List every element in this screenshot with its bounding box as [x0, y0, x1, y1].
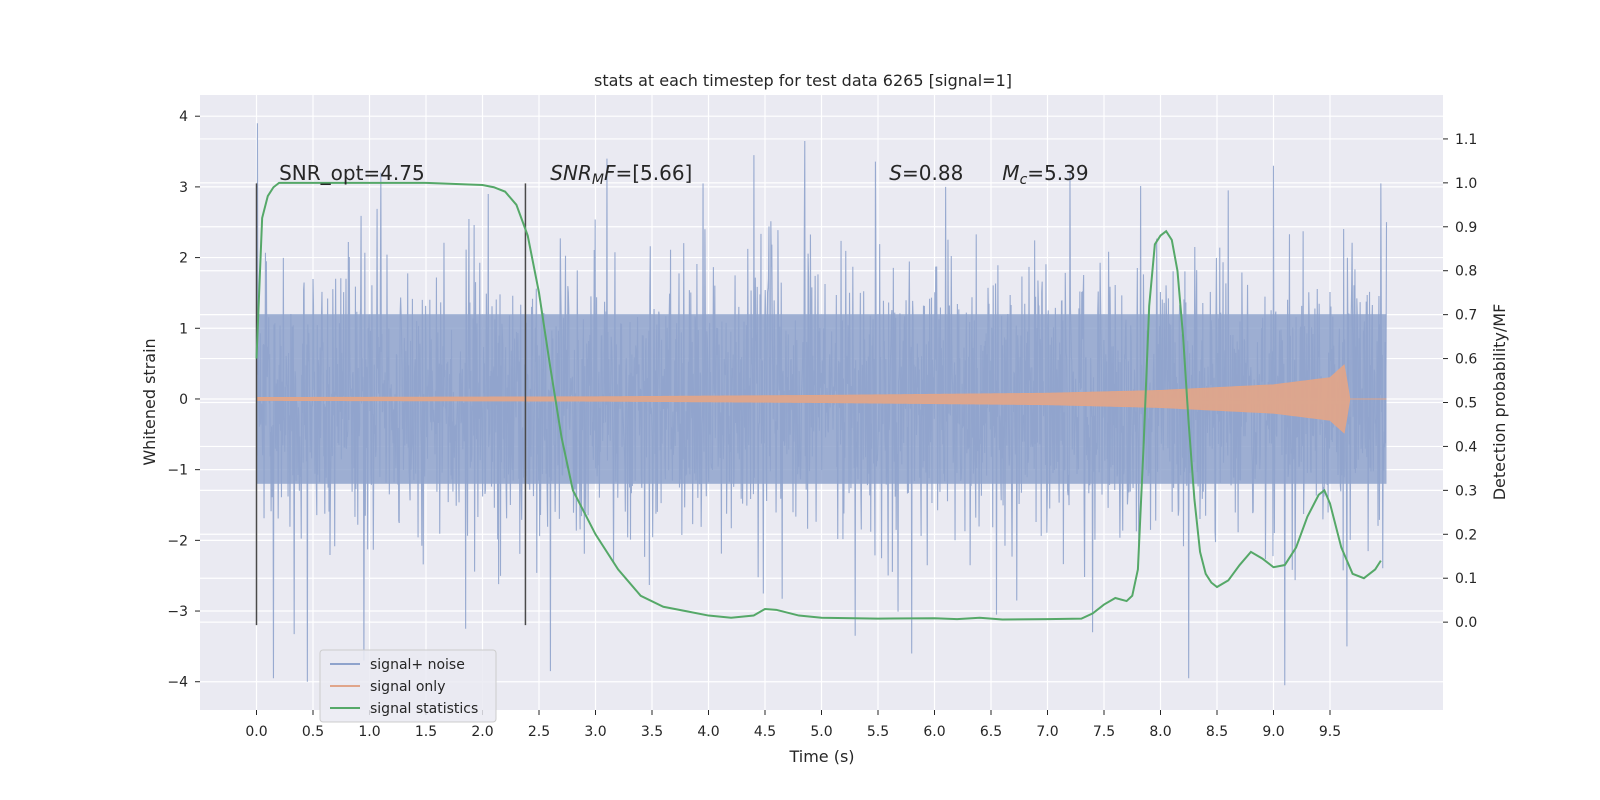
x-tick-label-4: 2.0: [471, 724, 493, 740]
x-tick-label-7: 3.5: [641, 724, 663, 740]
x-tick-label-8: 4.0: [697, 724, 719, 740]
signal-only-envelope: [256, 364, 1387, 434]
x-axis-ticks: 0.0 0.5 1.0 1.5 2.0 2.5 3.0 3.5 4.0 4.5 5.0 5.5 6.0 6…: [245, 710, 1341, 740]
y2-tick-label-9: 0.2: [1455, 527, 1477, 543]
signal-only-series: [256, 364, 1387, 434]
signal-statistics-line: [255, 181, 1382, 621]
y2-tick-label-6: 0.5: [1455, 396, 1477, 412]
x-tick-label-5: 2.5: [528, 724, 550, 740]
y2-tick-label-10: 0.1: [1455, 571, 1477, 587]
y-tick-label-0: 4: [179, 109, 188, 125]
y2-tick-label-1: 1.0: [1455, 176, 1477, 192]
y-tick-label-2: 2: [179, 251, 188, 267]
x-tick-label-14: 7.0: [1036, 724, 1058, 740]
y2-tick-label-8: 0.3: [1455, 483, 1477, 499]
x-tick-label-13: 6.5: [980, 724, 1002, 740]
y-axis-ticks: 4 3 2 1 0 −1 −2 −3 −4: [167, 109, 200, 691]
annotation-2: S=0.88: [889, 161, 963, 185]
x-tick-label-17: 8.5: [1206, 724, 1228, 740]
y2-tick-label-11: 0.0: [1455, 615, 1477, 631]
y2-axis-ticks: 1.1 1.0 0.9 0.8 0.7 0.6 0.5 0.4 0.3 0.2 0.1 0.0: [1443, 132, 1477, 631]
x-tick-label-2: 1.0: [358, 724, 380, 740]
x-tick-label-19: 9.5: [1319, 724, 1341, 740]
y2-tick-label-5: 0.6: [1455, 352, 1477, 368]
annotations: SNR_opt=4.75 SNRMF=[5.66] S=0.88 Mc=5.39: [279, 161, 1088, 188]
x-tick-label-0: 0.0: [245, 724, 267, 740]
x-tick-label-15: 7.5: [1093, 724, 1115, 740]
x-tick-label-6: 3.0: [584, 724, 606, 740]
legend-label-signal: signal only: [370, 679, 445, 695]
chart-title: stats at each timestep for test data 626…: [594, 71, 1012, 90]
y-axis-label: Whitened strain: [140, 338, 159, 465]
vertical-markers: [255, 183, 527, 626]
y2-tick-label-3: 0.8: [1455, 264, 1477, 280]
x-tick-label-9: 4.5: [754, 724, 776, 740]
y2-tick-label-2: 0.9: [1455, 220, 1477, 236]
legend: signal+ noise signal only signal statist…: [319, 649, 497, 723]
y-tick-label-6: −2: [167, 533, 188, 549]
y-tick-label-8: −4: [167, 675, 188, 691]
x-tick-label-1: 0.5: [302, 724, 324, 740]
annotation-0: SNR_opt=4.75: [279, 161, 425, 185]
y-tick-label-3: 1: [179, 321, 188, 337]
x-tick-label-12: 6.0: [923, 724, 945, 740]
annotation-1: SNRMF=[5.66]: [550, 161, 692, 188]
y-tick-label-4: 0: [179, 392, 188, 408]
legend-box: [319, 649, 497, 723]
y2-axis-label: Detection probability/MF: [1490, 304, 1509, 501]
y-tick-label-1: 3: [179, 180, 188, 196]
x-tick-label-3: 1.5: [415, 724, 437, 740]
x-axis-label: Time (s): [788, 747, 854, 766]
x-tick-label-18: 9.0: [1262, 724, 1284, 740]
legend-label-statistics: signal statistics: [370, 701, 478, 717]
x-tick-label-11: 5.5: [867, 724, 889, 740]
y2-tick-label-4: 0.7: [1455, 308, 1477, 324]
y2-tick-label-0: 1.1: [1455, 132, 1477, 148]
x-tick-label-10: 5.0: [810, 724, 832, 740]
y-tick-label-5: −1: [167, 463, 188, 479]
legend-label-noise: signal+ noise: [370, 657, 465, 673]
y-tick-label-7: −3: [167, 604, 188, 620]
signal-statistics-series: [255, 181, 1382, 621]
annotation-3: Mc=5.39: [1002, 161, 1088, 188]
y2-tick-label-7: 0.4: [1455, 439, 1477, 455]
x-tick-label-16: 8.0: [1149, 724, 1171, 740]
